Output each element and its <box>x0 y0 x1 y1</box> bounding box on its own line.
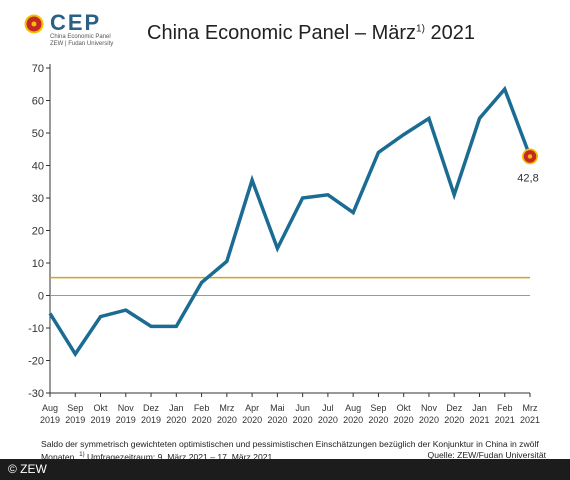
data-point <box>200 281 203 284</box>
axes <box>49 64 530 394</box>
x-tick-label-year: 2021 <box>469 415 489 425</box>
y-tick-label: 30 <box>32 193 44 205</box>
data-point <box>225 260 228 263</box>
x-tick-label-year: 2019 <box>116 415 136 425</box>
x-tick-label-year: 2020 <box>343 415 363 425</box>
footnote-line-1: Saldo der symmetrisch gewichteten optimi… <box>41 439 539 449</box>
x-tick-label-year: 2020 <box>368 415 388 425</box>
source-note: Quelle: ZEW/Fudan Universität <box>427 450 546 460</box>
footnote-line-2-sup: 1) <box>79 452 85 458</box>
data-point <box>150 325 153 328</box>
x-tick-label-year: 2020 <box>217 415 237 425</box>
data-point <box>74 353 77 356</box>
x-tick-labels: Aug 2019 Sep 2019 Okt 2019 Nov 2019 Dez 2019 Jan 20… <box>40 393 540 425</box>
x-tick-label-year: 2019 <box>40 415 60 425</box>
x-tick-label-month: Nov <box>118 403 135 413</box>
x-tick-label-year: 2019 <box>141 415 161 425</box>
y-tick-label: 50 <box>32 128 44 140</box>
copyright-bar: © ZEW <box>0 459 570 480</box>
data-point <box>49 312 52 315</box>
highlight-marker-center <box>527 154 533 159</box>
x-tick-label-year: 2019 <box>65 415 85 425</box>
x-tick-label-month: Sep <box>370 403 386 413</box>
footnote-line-2: Monaten. 1) Umfragezeitraum: 9. März 202… <box>41 450 546 463</box>
x-tick-label-year: 2020 <box>267 415 287 425</box>
x-tick-label-month: Dez <box>143 403 160 413</box>
data-point <box>301 197 304 200</box>
cep-logo: CEP China Economic Panel ZEW | Fudan Uni… <box>24 12 134 52</box>
y-tick-label: -30 <box>28 388 44 400</box>
data-point <box>453 193 456 196</box>
y-tick-label: 60 <box>32 96 44 108</box>
x-tick-label-year: 2020 <box>192 415 212 425</box>
logo-subtitle-2: ZEW | Fudan University <box>50 41 114 47</box>
data-point <box>352 211 355 214</box>
data-label: 42,8 <box>517 172 538 184</box>
x-tick-label-month: Mrz <box>219 403 234 413</box>
x-tick-label-month: Sep <box>67 403 83 413</box>
data-point <box>276 247 279 250</box>
x-tick-label-month: Jun <box>295 403 310 413</box>
x-tick-label-month: Mai <box>270 403 285 413</box>
data-point <box>175 325 178 328</box>
x-tick-label-month: Okt <box>397 403 412 413</box>
series-line <box>48 85 532 358</box>
chart-title-year: 2021 <box>430 22 475 44</box>
data-point <box>124 309 127 312</box>
data-point <box>427 117 430 120</box>
y-tick-label: 10 <box>32 258 44 270</box>
x-tick-label-year: 2020 <box>394 415 414 425</box>
cep-logo-icon <box>24 14 44 34</box>
logo-subtitle-1: China Economic Panel <box>50 34 111 40</box>
chart-title-sup: 1) <box>416 23 425 35</box>
footnote-line-2-prefix: Monaten. <box>41 451 77 462</box>
y-tick-label: -20 <box>28 356 44 368</box>
x-tick-label-month: Dez <box>446 403 463 413</box>
footnote: Saldo der symmetrisch gewichteten optimi… <box>41 439 546 463</box>
x-tick-label-month: Apr <box>245 403 259 413</box>
x-tick-label-year: 2020 <box>318 415 338 425</box>
data-point <box>251 179 254 182</box>
data-point <box>99 315 102 318</box>
data-point <box>326 193 329 196</box>
y-tick-label: 70 <box>32 63 44 75</box>
series-layer <box>48 85 532 358</box>
y-tick-label: -10 <box>28 323 44 335</box>
x-tick-label-year: 2020 <box>166 415 186 425</box>
x-tick-label-month: Feb <box>194 403 210 413</box>
data-point <box>478 117 481 120</box>
data-point <box>503 88 506 91</box>
y-tick-label: 20 <box>32 226 44 238</box>
chart-title: China Economic Panel – März1) 2021 <box>147 22 475 45</box>
annotations: 42,8 <box>517 148 539 184</box>
x-tick-label-year: 2021 <box>520 415 540 425</box>
y-tick-label: 0 <box>38 291 44 303</box>
data-point <box>402 133 405 136</box>
x-tick-label-month: Jan <box>169 403 184 413</box>
x-tick-label-month: Aug <box>345 403 361 413</box>
x-tick-label-year: 2020 <box>242 415 262 425</box>
x-tick-label-year: 2020 <box>293 415 313 425</box>
x-tick-label-month: Mrz <box>523 403 538 413</box>
logo-wordmark: CEP <box>50 10 102 35</box>
footnote-line-2-rest: Umfragezeitraum: 9. März 2021 – 17. März… <box>86 451 278 462</box>
x-tick-label-year: 2019 <box>91 415 111 425</box>
x-tick-label-month: Feb <box>497 403 513 413</box>
x-tick-label-year: 2021 <box>495 415 515 425</box>
chart-title-main: China Economic Panel – März <box>147 22 417 44</box>
x-tick-label-year: 2020 <box>419 415 439 425</box>
y-tick-label: 40 <box>32 161 44 173</box>
x-tick-label-month: Jul <box>322 403 334 413</box>
x-tick-label-month: Okt <box>94 403 109 413</box>
data-point <box>377 151 380 154</box>
x-tick-label-month: Nov <box>421 403 438 413</box>
y-tick-labels: 70 60 50 40 30 20 10 0 -10 -20 -30 <box>28 63 50 400</box>
x-tick-label-month: Jan <box>472 403 487 413</box>
x-tick-label-year: 2020 <box>444 415 464 425</box>
x-tick-label-month: Aug <box>42 403 58 413</box>
